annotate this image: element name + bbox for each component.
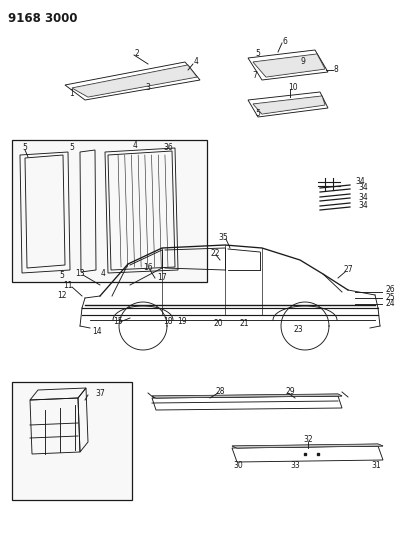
Text: 7: 7: [253, 71, 257, 80]
Text: 34: 34: [358, 201, 368, 211]
Polygon shape: [253, 96, 325, 114]
Text: 28: 28: [215, 386, 225, 395]
Text: 24: 24: [385, 300, 395, 309]
Text: 34: 34: [355, 177, 365, 187]
Text: 33: 33: [290, 462, 300, 471]
Polygon shape: [72, 65, 197, 97]
Text: 5: 5: [22, 143, 27, 152]
Text: 35: 35: [218, 232, 228, 241]
Text: 9168 3000: 9168 3000: [8, 12, 78, 25]
Text: 14: 14: [92, 327, 102, 336]
Text: 23: 23: [293, 326, 303, 335]
Text: 13: 13: [75, 269, 85, 278]
Bar: [12, 382, 132, 500]
Text: 18: 18: [163, 318, 173, 327]
Bar: [12, 140, 207, 282]
Text: 31: 31: [371, 462, 381, 471]
Text: 30: 30: [233, 462, 243, 471]
Polygon shape: [152, 394, 342, 398]
Text: 17: 17: [157, 273, 167, 282]
Text: 12: 12: [57, 290, 67, 300]
Text: 4: 4: [194, 58, 199, 67]
Polygon shape: [232, 444, 383, 448]
Polygon shape: [253, 54, 325, 77]
Text: 20: 20: [213, 319, 223, 328]
Text: 10: 10: [288, 83, 298, 92]
Text: 36: 36: [163, 143, 173, 152]
Text: 34: 34: [358, 192, 368, 201]
Text: 6: 6: [283, 37, 287, 46]
Text: 27: 27: [343, 265, 353, 274]
Text: 21: 21: [239, 319, 249, 328]
Text: 25: 25: [385, 293, 395, 302]
Text: 15: 15: [113, 318, 123, 327]
Text: 5: 5: [60, 271, 65, 279]
Text: 4: 4: [101, 269, 106, 278]
Text: 37: 37: [95, 389, 105, 398]
Text: 34: 34: [358, 183, 368, 192]
Text: 16: 16: [143, 263, 153, 272]
Text: 19: 19: [177, 318, 187, 327]
Text: 5: 5: [256, 109, 261, 117]
Text: 11: 11: [63, 280, 73, 289]
Text: 9: 9: [300, 56, 305, 66]
Text: 2: 2: [135, 49, 139, 58]
Text: 1: 1: [69, 88, 74, 98]
Text: 5: 5: [69, 143, 74, 152]
Text: 5: 5: [256, 50, 261, 59]
Text: 26: 26: [385, 286, 395, 295]
Text: 8: 8: [334, 66, 338, 75]
Text: 32: 32: [303, 435, 313, 445]
Text: 4: 4: [133, 141, 137, 150]
Text: 29: 29: [285, 386, 295, 395]
Text: 3: 3: [145, 84, 150, 93]
Text: 22: 22: [210, 248, 220, 257]
